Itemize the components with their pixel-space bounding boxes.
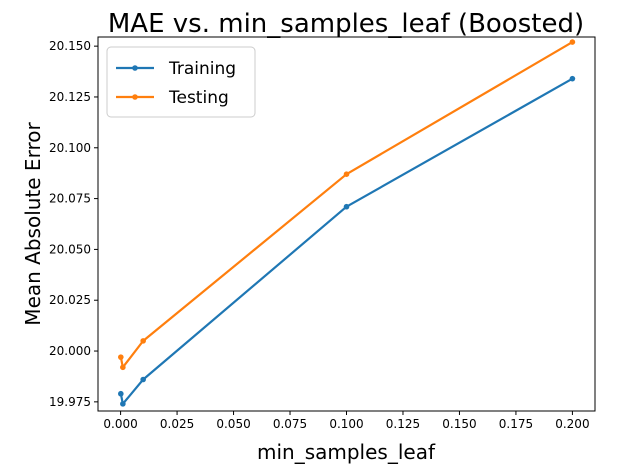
x-tick-label: 0.150 <box>442 417 476 431</box>
testing-data-point <box>569 39 576 45</box>
y-tick-label: 20.025 <box>49 293 91 307</box>
legend: Training Testing <box>106 46 256 118</box>
x-tick-label: 0.125 <box>386 417 420 431</box>
testing-data-point <box>140 338 146 344</box>
training-data-point <box>140 376 146 383</box>
testing-data-point <box>343 171 350 178</box>
chart-title: MAE vs. min_samples_leaf (Boosted) <box>108 9 584 39</box>
x-tick-label: 0.000 <box>103 417 137 431</box>
y-tick-label: 19.975 <box>49 395 91 409</box>
x-tick-label: 0.175 <box>499 417 533 431</box>
series-layer <box>118 39 576 407</box>
y-tick-label: 20.150 <box>49 39 91 53</box>
legend-testing-label: Testing <box>168 88 229 108</box>
x-tick-label: 0.075 <box>273 417 307 431</box>
training-data-point <box>120 401 126 407</box>
y-tick-label: 20.050 <box>49 242 91 256</box>
x-tick-label: 0.100 <box>329 417 363 431</box>
testing-data-point <box>118 354 124 360</box>
y-axis-label: Mean Absolute Error <box>21 122 45 326</box>
x-axis: 0.000 0.025 0.050 0.075 0.100 0.125 0.150 0.175… <box>103 411 590 431</box>
x-tick-label: 0.050 <box>216 417 250 431</box>
training-data-point <box>118 390 124 397</box>
legend-training-label: Training <box>168 59 236 79</box>
y-axis: 19.975 20.000 20.025 20.050 20.075 20.100 20.1… <box>49 39 98 409</box>
x-tick-label: 0.025 <box>160 417 194 431</box>
y-tick-label: 20.075 <box>49 192 91 206</box>
training-series-line <box>119 77 573 405</box>
legend-box <box>106 46 256 118</box>
y-tick-label: 20.000 <box>49 344 91 358</box>
legend-training-marker <box>132 65 138 71</box>
x-tick-label: 0.200 <box>555 417 589 431</box>
x-axis-label: min_samples_leaf <box>257 440 436 464</box>
training-data-point <box>569 75 576 82</box>
legend-testing-marker <box>132 94 138 100</box>
training-data-point <box>343 203 350 210</box>
y-tick-label: 20.100 <box>49 141 91 155</box>
testing-data-point <box>120 364 126 371</box>
y-tick-label: 20.125 <box>49 90 91 104</box>
